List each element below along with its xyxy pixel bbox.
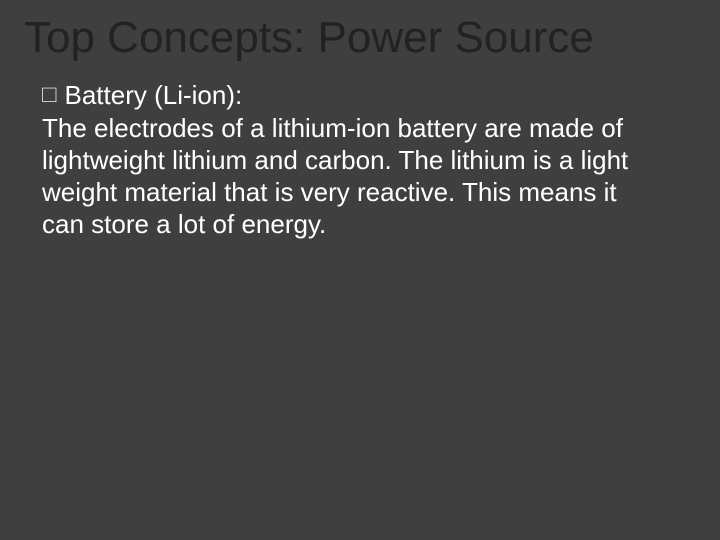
bullet-detail-text: The electrodes of a lithium-ion battery … <box>42 112 650 240</box>
slide: Top Concepts: Power Source □ Battery (Li… <box>0 0 720 540</box>
bullet-lead-text: Battery (Li-ion): <box>65 80 243 110</box>
bullet-item: □ Battery (Li-ion): <box>42 80 650 110</box>
slide-title: Top Concepts: Power Source <box>24 14 690 62</box>
slide-body: □ Battery (Li-ion): The electrodes of a … <box>42 80 650 240</box>
bullet-square-icon: □ <box>42 80 57 110</box>
